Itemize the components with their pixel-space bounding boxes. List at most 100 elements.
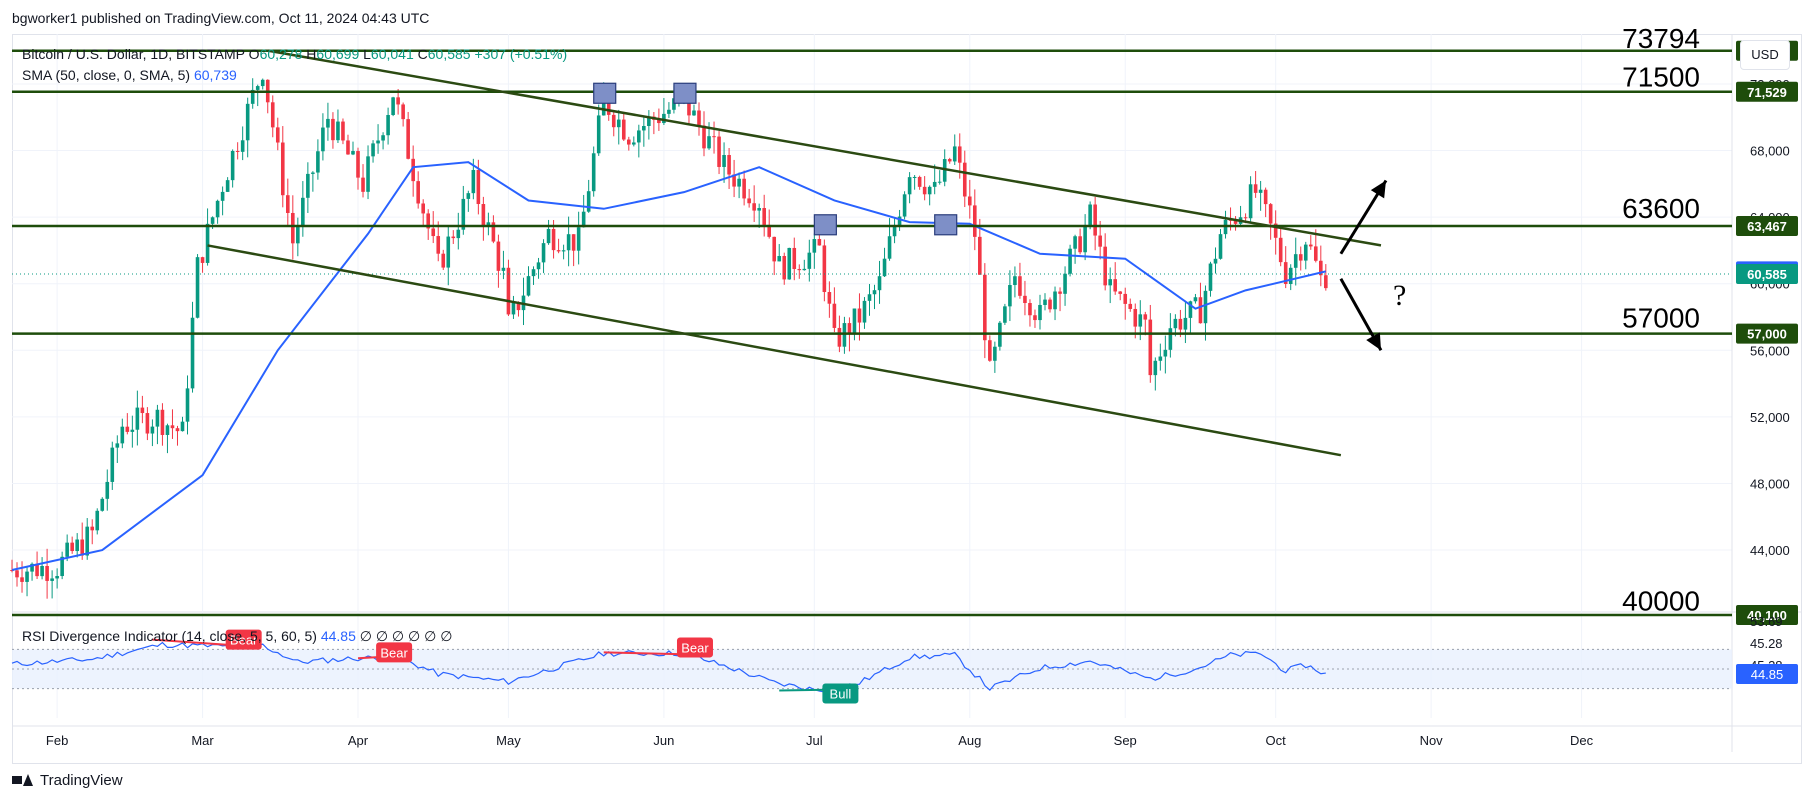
question-mark: ? <box>1393 279 1406 312</box>
arrow-head-icon <box>1366 332 1381 351</box>
candle-body <box>1068 248 1072 274</box>
candle-body <box>621 119 626 140</box>
candle-body <box>1253 184 1258 193</box>
candle-body <box>1319 260 1323 276</box>
candle-body <box>506 267 511 315</box>
candle-body <box>386 114 390 136</box>
candle-body <box>275 127 280 143</box>
candle-body <box>301 197 305 227</box>
candle-body <box>642 125 646 131</box>
candle-body <box>742 178 746 199</box>
candle-body <box>371 143 375 157</box>
candle-body <box>110 447 115 482</box>
candle-body <box>1123 293 1128 304</box>
open-value: 60,278 <box>259 46 303 62</box>
candle-body <box>983 274 987 341</box>
candle-body <box>962 162 967 197</box>
candle-body <box>571 234 576 251</box>
candle-body <box>1098 235 1102 247</box>
candle-body <box>672 98 676 110</box>
rsi-value-badge-label: 44.85 <box>1751 667 1784 682</box>
candle-body <box>1023 295 1027 304</box>
candle-body <box>1303 244 1308 261</box>
candle-body <box>1248 184 1253 219</box>
candle-body <box>988 340 992 361</box>
candle-body <box>255 86 260 90</box>
footer-brand[interactable]: TradingView <box>40 772 123 789</box>
candle-body <box>85 526 90 556</box>
candle-body <box>115 443 120 448</box>
candle-body <box>1208 263 1213 291</box>
candle-body <box>927 186 932 195</box>
open-label: O <box>248 46 260 62</box>
candle-body <box>150 426 155 434</box>
candle-body <box>972 205 977 237</box>
candle-body <box>180 421 185 432</box>
price-badge <box>1736 263 1798 284</box>
candle-body <box>1083 225 1087 253</box>
candle-body <box>511 302 516 315</box>
candle-body <box>1143 314 1148 320</box>
candle-body <box>416 181 420 204</box>
price-badge-label: 40,100 <box>1747 608 1787 623</box>
candle-body <box>1118 291 1123 294</box>
candle-body <box>596 115 601 154</box>
candle-body <box>270 102 275 128</box>
candle-body <box>692 110 696 116</box>
candle-body <box>616 119 621 128</box>
candle-body <box>1038 304 1042 321</box>
candle-body <box>195 257 200 318</box>
candle-body <box>667 109 671 114</box>
candle-body <box>486 222 491 226</box>
symbol-title[interactable]: Bitcoin / U.S. Dollar, 1D, BITSTAMP <box>22 46 245 62</box>
candle-body <box>316 151 320 173</box>
candle-body <box>1113 279 1118 292</box>
price-badge-label: 63,467 <box>1747 219 1787 234</box>
candle-body <box>1148 319 1153 376</box>
candle-body <box>1193 297 1198 302</box>
candle-body <box>426 213 431 229</box>
candle-body <box>817 239 822 246</box>
currency-button[interactable]: USD <box>1740 40 1790 70</box>
candle-body <box>1003 306 1007 323</box>
candle-body <box>446 236 451 268</box>
candle-body <box>75 539 79 552</box>
sma-label[interactable]: SMA (50, close, 0, SMA, 5) <box>22 67 191 83</box>
candle-body <box>551 228 556 251</box>
candle-body <box>862 300 867 323</box>
rsi-label[interactable]: RSI Divergence Indicator (14, close, 5, … <box>22 628 317 644</box>
candle-body <box>546 228 551 244</box>
candle-body <box>722 155 726 167</box>
candle-body <box>807 252 812 269</box>
candle-body <box>50 578 54 581</box>
candle-body <box>200 257 205 263</box>
candle-body <box>291 212 295 244</box>
candle-body <box>1048 299 1052 310</box>
candle-body <box>1188 301 1193 318</box>
candle-body <box>932 181 937 187</box>
candle-body <box>1078 236 1082 253</box>
candle-body <box>967 196 972 206</box>
candle-body <box>767 224 772 237</box>
low-label: L <box>363 46 371 62</box>
candle-body <box>832 303 837 328</box>
x-tick-label: Dec <box>1570 733 1594 748</box>
candle-body <box>887 236 892 259</box>
high-value: 60,699 <box>316 46 360 62</box>
candle-body <box>822 245 827 293</box>
price-badge-label: 57,000 <box>1747 327 1787 342</box>
candle-body <box>341 121 345 141</box>
candle-body <box>140 407 145 414</box>
candle-body <box>566 234 571 251</box>
candle-body <box>331 118 335 141</box>
candle-body <box>837 327 842 347</box>
y-tick-label: 56,000 <box>1750 343 1790 358</box>
candle-body <box>601 95 606 116</box>
candle-body <box>892 226 897 237</box>
candle-body <box>697 110 701 126</box>
channel-lower-line <box>207 244 1342 457</box>
candle-body <box>361 177 365 192</box>
level-label: 73794 <box>1622 23 1700 54</box>
x-tick-label: Jul <box>806 733 823 748</box>
